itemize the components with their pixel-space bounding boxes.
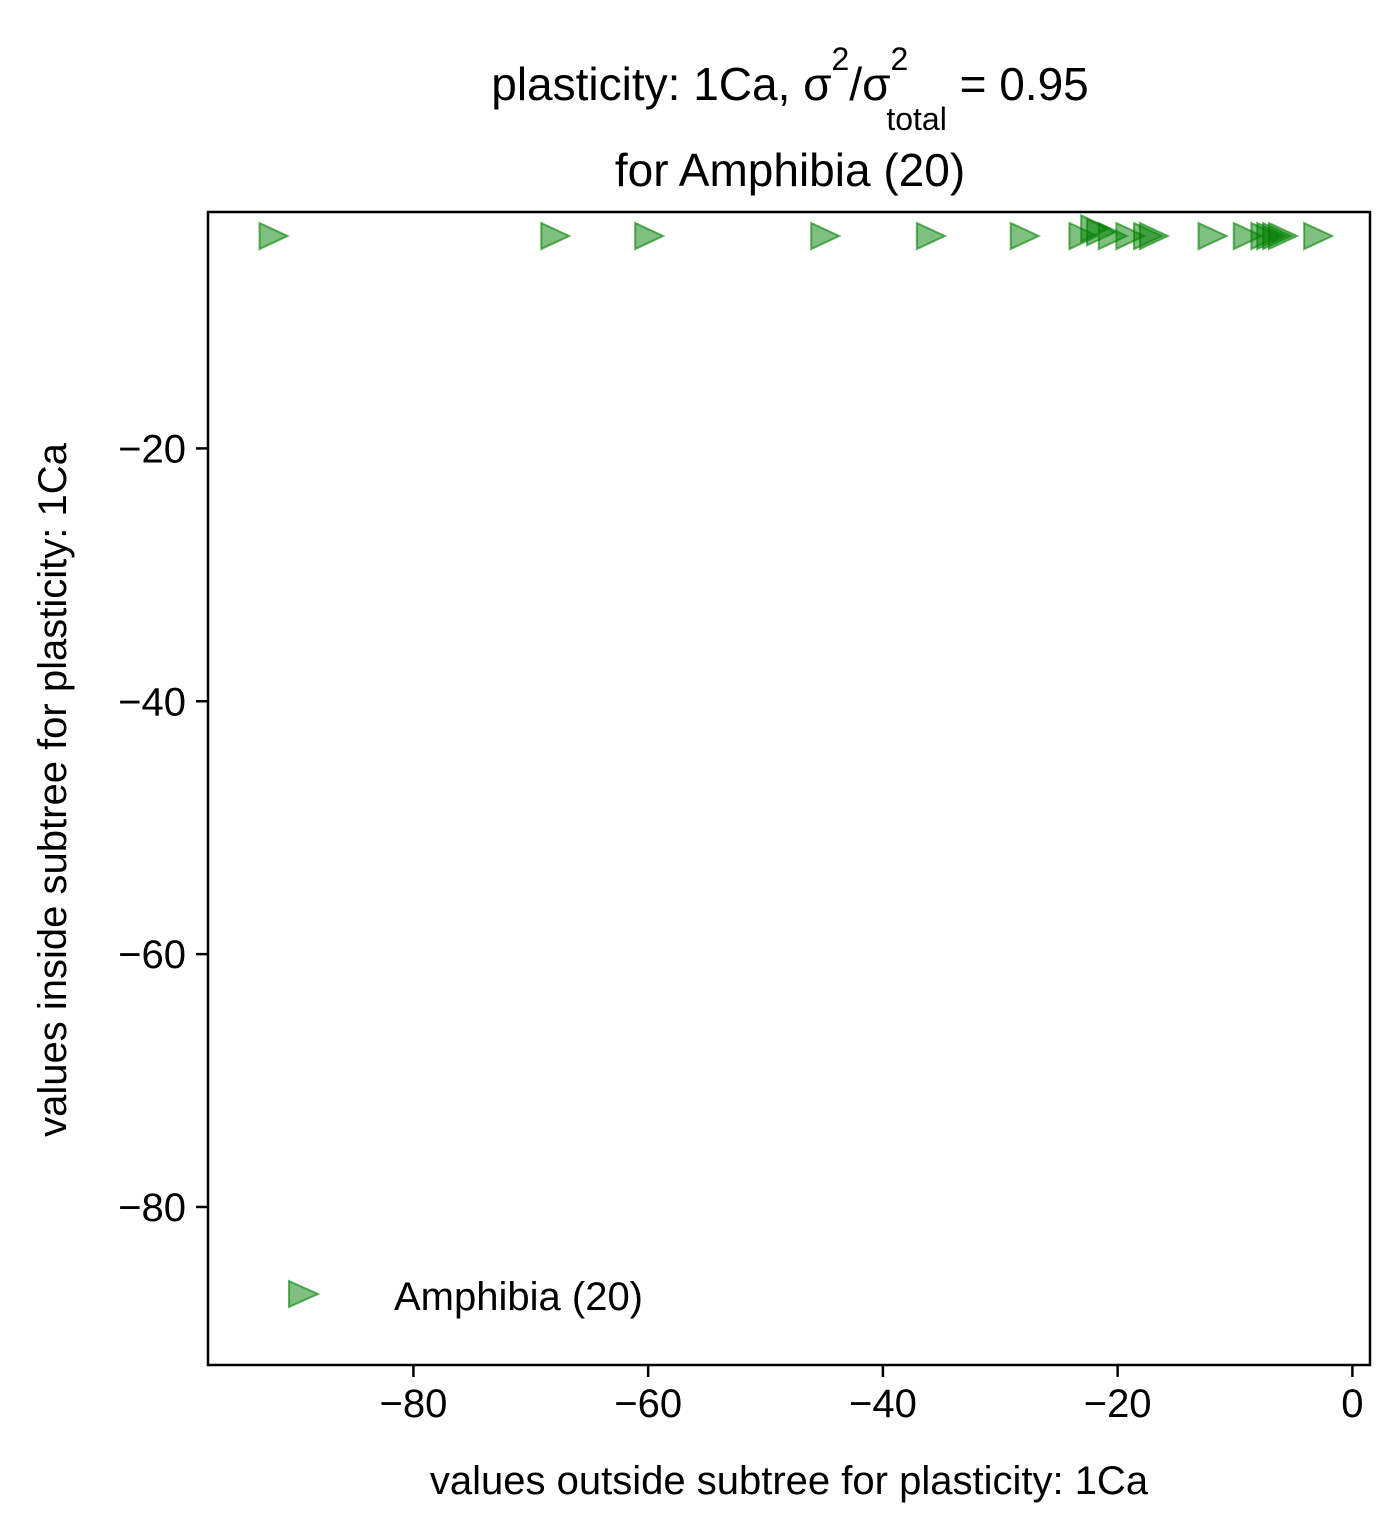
data-points [258, 213, 1335, 251]
chart-title-line1: plasticity: 1Ca, σ2/σ2 total = 0.95 [491, 41, 1089, 137]
data-point-1 [540, 221, 572, 251]
data-point-3 [810, 221, 842, 251]
title-slash-sigma: /σ [849, 58, 890, 110]
data-point-13 [1197, 221, 1229, 251]
data-point-5 [1009, 221, 1042, 251]
legend: Amphibia (20) [288, 1275, 643, 1319]
y-tick-label-3: −80 [118, 1186, 186, 1230]
y-tick-label-1: −40 [118, 680, 186, 724]
data-point-18 [1267, 221, 1300, 251]
title-sup2: 2 [891, 41, 909, 77]
data-point-10 [1115, 221, 1147, 251]
plot-frame [206, 210, 1372, 1367]
chart-title-line2: for Amphibia (20) [615, 144, 965, 196]
data-point-9 [1097, 221, 1130, 251]
y-tick-label-2: −60 [118, 933, 186, 977]
x-tick-label-0: −80 [379, 1382, 447, 1426]
x-axis-label: values outside subtree for plasticity: 1… [430, 1459, 1149, 1503]
data-point-4 [915, 221, 948, 251]
legend-marker [288, 1279, 321, 1309]
x-tick-label-1: −60 [614, 1382, 682, 1426]
data-point-19 [1303, 221, 1335, 251]
y-axis-ticks: −20 −40 −60 −80 [118, 427, 208, 1230]
title-suffix: = 0.95 [947, 58, 1089, 110]
data-point-12 [1138, 221, 1171, 251]
data-point-14 [1232, 221, 1265, 251]
title-sup1: 2 [832, 41, 850, 77]
data-point-0 [258, 221, 290, 251]
x-tick-label-2: −40 [849, 1382, 917, 1426]
y-tick-label-0: −20 [118, 427, 186, 471]
x-axis-ticks: −80 −60 −40 −20 0 [379, 1365, 1364, 1426]
y-axis-label: values inside subtree for plasticity: 1C… [31, 442, 75, 1136]
data-point-2 [634, 221, 666, 251]
legend-label: Amphibia (20) [394, 1275, 643, 1319]
title-sub: total [886, 101, 946, 137]
x-tick-label-4: 0 [1341, 1382, 1363, 1426]
title-prefix: plasticity: 1Ca, σ [491, 58, 831, 110]
x-tick-label-3: −20 [1084, 1382, 1152, 1426]
